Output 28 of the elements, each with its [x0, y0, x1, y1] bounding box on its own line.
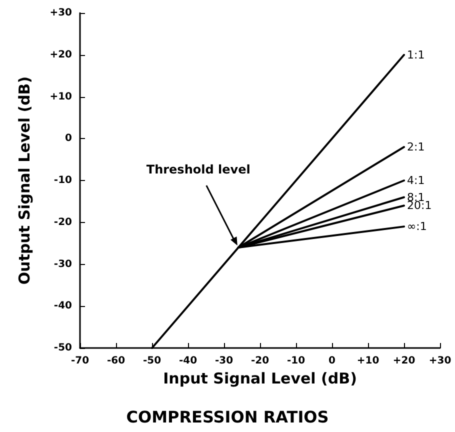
x-tick-label: -70 [70, 356, 90, 366]
y-tick-label: 0 [65, 133, 72, 144]
x-axis-title: Input Signal Level (dB) [163, 369, 357, 388]
y-tick-label: -20 [54, 216, 72, 228]
annotation: Threshold level [146, 162, 250, 176]
series-label: ∞:1 [407, 220, 427, 234]
y-tick-label: -30 [54, 258, 72, 270]
x-tick-label: -40 [178, 356, 198, 366]
y-tick-label: -10 [54, 175, 72, 186]
x-tick-label: 0 [328, 356, 336, 366]
y-tick-label: -40 [54, 300, 72, 312]
y-tick-label: +30 [50, 8, 72, 18]
x-tick-label: +20 [392, 356, 416, 366]
series-label: 4:1 [407, 174, 425, 187]
series-label: 2:1 [407, 140, 425, 154]
x-tick-label: -10 [286, 356, 306, 366]
x-tick-label: -30 [214, 356, 234, 366]
y-tick-label: +10 [50, 91, 72, 102]
y-tick-label: +20 [50, 49, 72, 60]
series-label: 1:1 [407, 48, 425, 62]
x-tick-label: -50 [142, 356, 162, 366]
text: COMPRESSION RATIOS [126, 408, 329, 426]
x-tick-label: +10 [356, 356, 380, 366]
y-axis-title: Output Signal Level (dB) [16, 76, 34, 285]
x-tick-label: -20 [250, 356, 270, 366]
x-tick-label: +30 [428, 356, 452, 366]
y-tick-label: -50 [54, 342, 72, 354]
x-tick-label: -60 [106, 356, 126, 366]
